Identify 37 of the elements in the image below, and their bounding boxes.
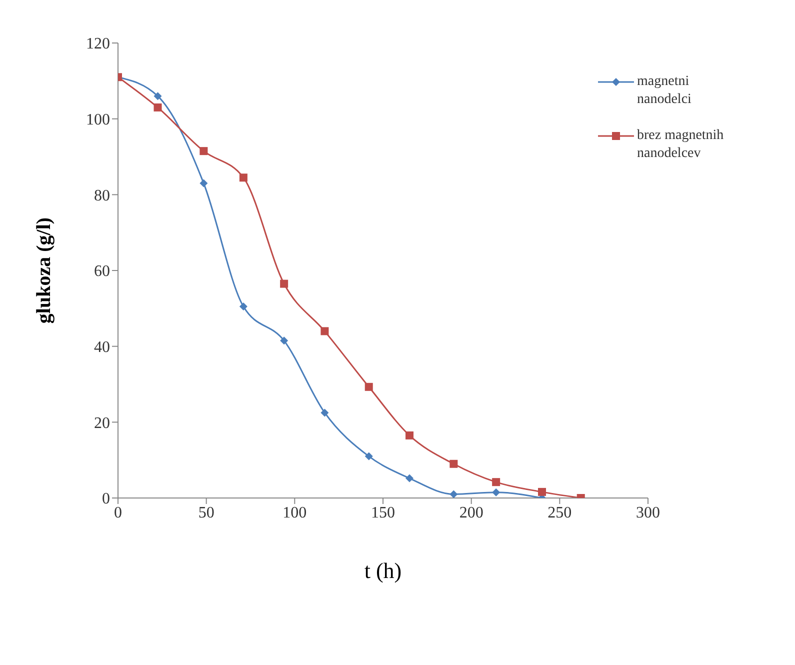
- point: [406, 474, 414, 482]
- y-tick-label: 20: [94, 414, 110, 432]
- point: [280, 280, 288, 288]
- point: [492, 488, 500, 496]
- legend-label: brez magnetnih nanodelcev: [637, 127, 725, 163]
- y-tick-label: 100: [86, 112, 110, 129]
- point: [450, 490, 458, 498]
- x-tick-label: 150: [371, 504, 395, 522]
- point: [200, 179, 208, 188]
- point: [364, 452, 373, 460]
- legend-label: magnetni nanodelci: [637, 73, 692, 109]
- y-tick-label: 0: [102, 490, 110, 508]
- point: [364, 382, 373, 391]
- y-tick-label: 80: [94, 187, 110, 204]
- x-tick-label: 0: [114, 504, 122, 522]
- x-tick-label: 300: [636, 504, 660, 522]
- point: [200, 147, 208, 156]
- point: [406, 431, 414, 440]
- point: [320, 408, 329, 417]
- x-tick-label: 250: [548, 504, 572, 522]
- point: [239, 302, 248, 311]
- x-tick-label: 50: [198, 504, 214, 522]
- x-axis-title: t (h): [364, 558, 402, 583]
- y-tick-label: 120: [86, 36, 110, 53]
- point: [154, 92, 162, 100]
- point: [450, 460, 458, 468]
- point: [154, 103, 162, 112]
- y-tick-label: 60: [94, 263, 110, 280]
- point: [492, 478, 500, 486]
- y-tick-label: 40: [94, 339, 110, 356]
- point: [280, 336, 288, 345]
- point: [320, 327, 329, 336]
- y-axis-title: glukoza (g/l): [33, 217, 56, 324]
- point: [538, 488, 546, 496]
- point: [239, 174, 248, 182]
- x-tick-label: 100: [282, 504, 307, 522]
- x-tick-label: 200: [459, 504, 484, 522]
